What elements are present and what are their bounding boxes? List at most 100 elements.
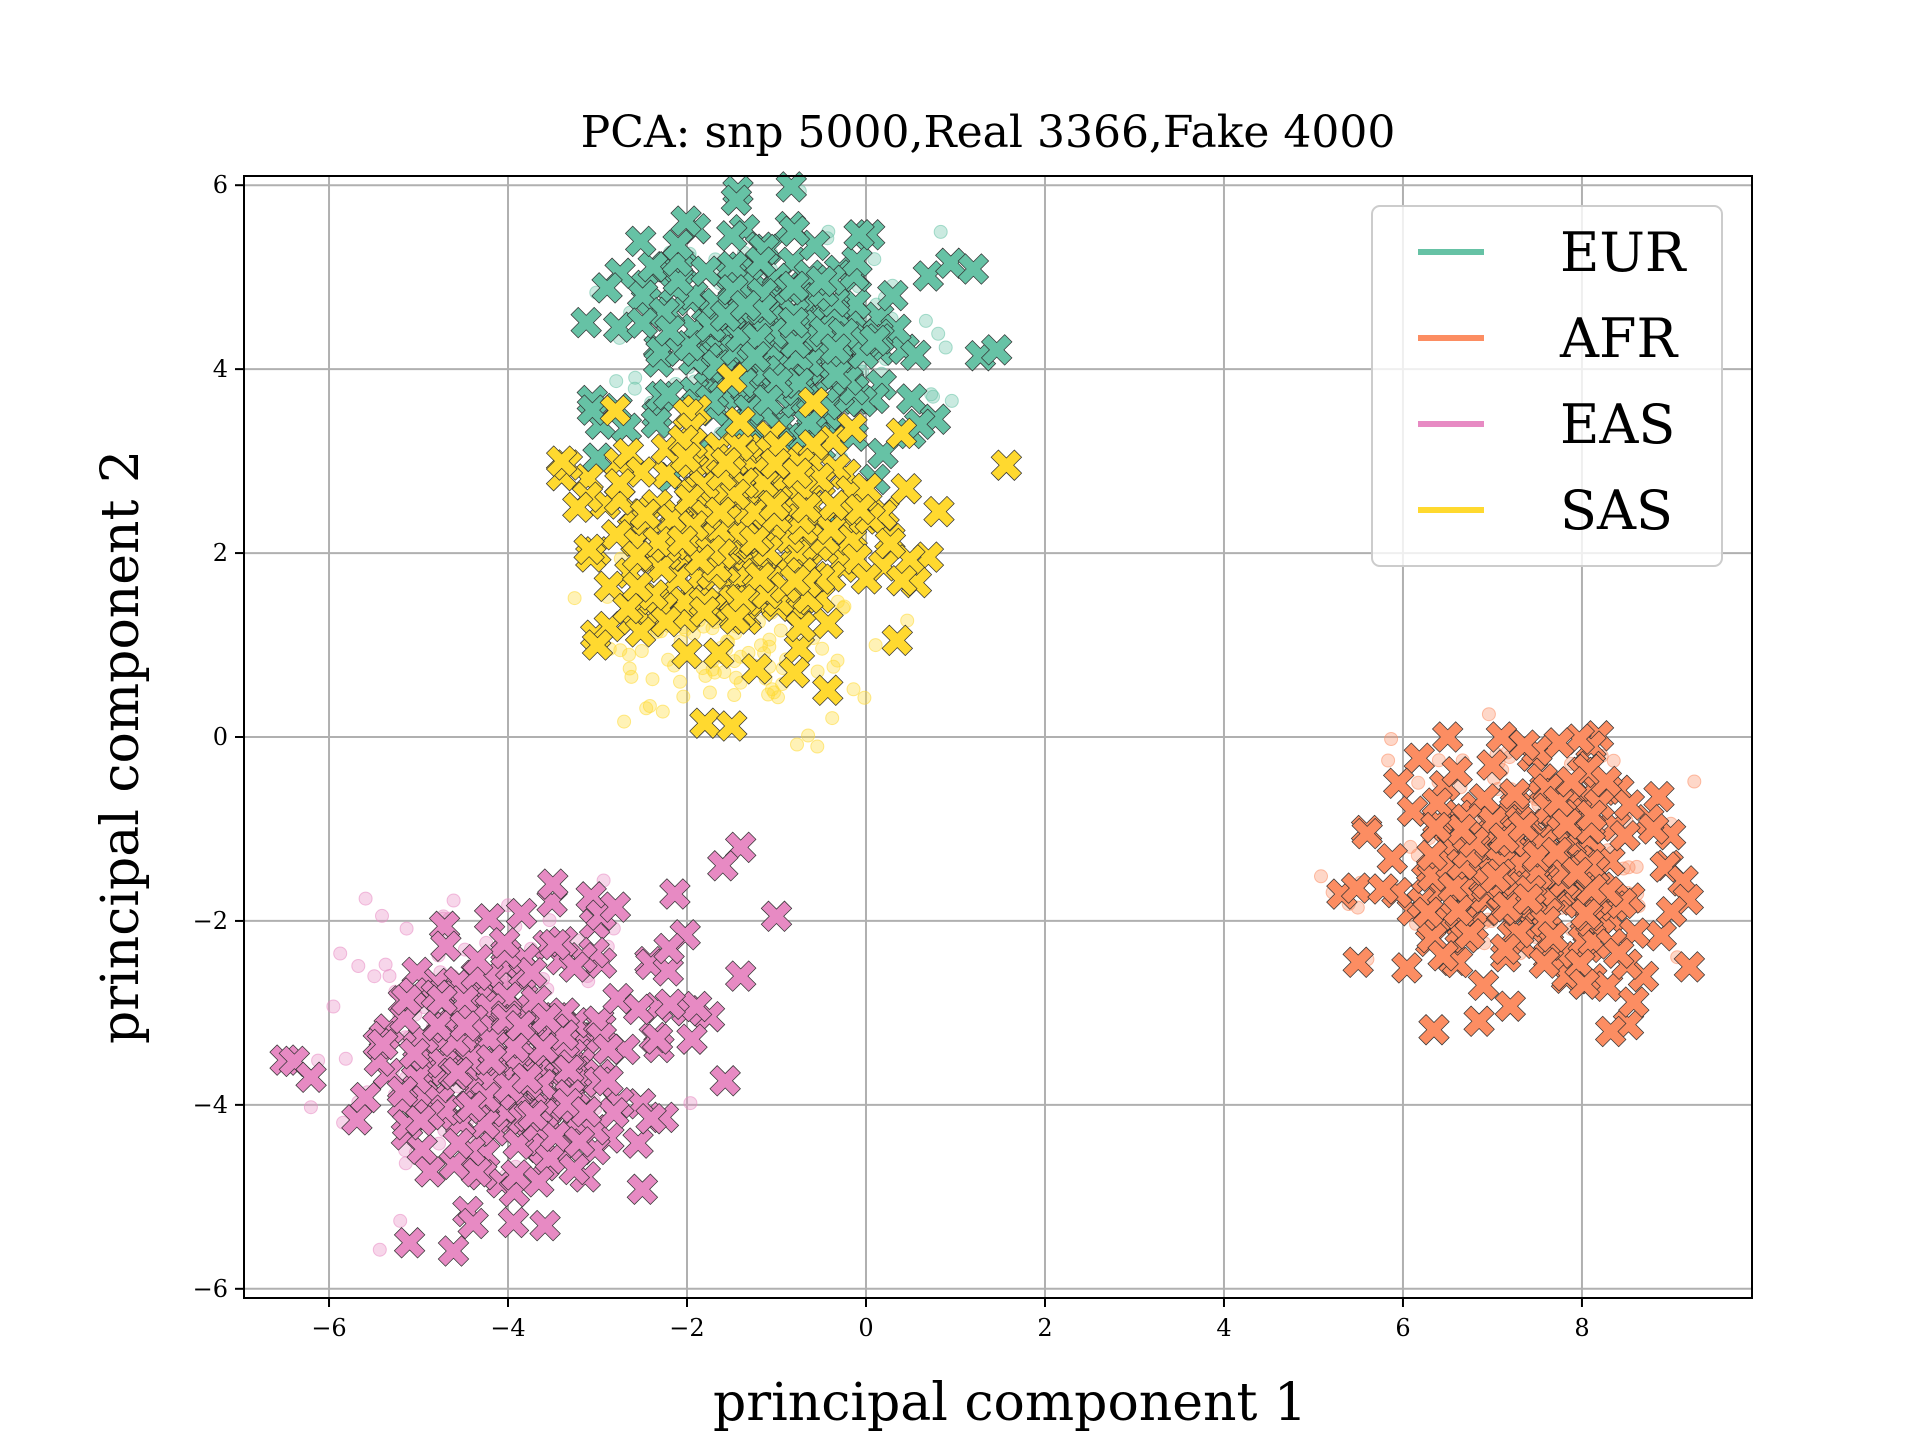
point-fake-afr xyxy=(1427,940,1459,972)
x-tick-label: 8 xyxy=(1574,1314,1589,1342)
point-fake-afr xyxy=(1442,894,1475,927)
point-fake-eas xyxy=(430,930,462,962)
point-fake-sas xyxy=(758,489,790,522)
point-real-afr xyxy=(1606,753,1621,768)
point-fake-sas xyxy=(689,707,721,739)
point-fake-eas xyxy=(626,1173,659,1206)
point-fake-eur xyxy=(900,339,932,372)
point-real-eas xyxy=(393,1213,408,1228)
point-real-eas xyxy=(333,946,348,961)
point-fake-afr xyxy=(1351,817,1383,850)
point-real-eur xyxy=(924,387,939,402)
point-fake-sas xyxy=(844,493,876,526)
point-real-sas xyxy=(773,623,788,638)
point-fake-sas xyxy=(710,447,742,479)
point-fake-afr xyxy=(1613,789,1646,821)
point-real-eas xyxy=(375,908,389,923)
point-fake-eur xyxy=(805,265,838,298)
point-fake-sas xyxy=(688,596,721,628)
point-real-afr xyxy=(1481,707,1496,722)
point-fake-eas xyxy=(599,891,632,923)
point-fake-eas xyxy=(537,868,569,900)
point-fake-eur xyxy=(762,366,794,399)
point-fake-eas xyxy=(527,1032,560,1065)
point-fake-eur xyxy=(935,247,967,280)
point-fake-eur xyxy=(752,384,784,417)
point-fake-sas xyxy=(725,583,757,616)
point-real-eas xyxy=(372,1242,387,1257)
point-fake-eas xyxy=(539,1120,572,1153)
point-real-sas xyxy=(837,599,852,614)
point-fake-afr xyxy=(1420,811,1452,844)
point-fake-sas xyxy=(885,417,918,450)
point-fake-eas xyxy=(592,1064,624,1097)
point-fake-eas xyxy=(421,1009,454,1042)
point-fake-sas xyxy=(812,674,844,707)
point-fake-afr xyxy=(1454,918,1486,950)
point-real-afr xyxy=(1411,775,1426,790)
point-fake-afr xyxy=(1479,861,1512,894)
point-fake-afr xyxy=(1445,813,1478,846)
y-axis-ticks: −6 −4 −2 0 2 4 6 xyxy=(193,171,244,1303)
point-fake-sas xyxy=(545,445,578,477)
point-fake-afr xyxy=(1382,767,1415,800)
point-fake-eas xyxy=(558,1153,591,1186)
point-fake-eas xyxy=(570,1096,603,1128)
point-fake-afr xyxy=(1494,990,1527,1022)
point-real-sas xyxy=(639,701,654,716)
point-fake-eas xyxy=(653,932,685,965)
point-fake-eas xyxy=(558,951,591,983)
point-fake-sas xyxy=(671,637,703,670)
point-fake-eas xyxy=(641,1023,674,1055)
point-fake-sas xyxy=(836,412,868,444)
point-fake-afr xyxy=(1609,819,1641,852)
point-real-eur xyxy=(926,389,940,404)
point-fake-afr xyxy=(1537,921,1569,953)
point-real-afr xyxy=(1687,774,1702,789)
point-fake-sas xyxy=(886,564,918,597)
point-fake-eas xyxy=(760,900,793,933)
point-fake-eas xyxy=(659,878,691,910)
point-fake-sas xyxy=(817,489,850,522)
point-fake-sas xyxy=(850,563,883,595)
point-fake-sas xyxy=(703,637,735,670)
x-tick-label: 4 xyxy=(1216,1314,1231,1342)
point-fake-eur xyxy=(980,334,1013,366)
point-fake-eas xyxy=(680,990,713,1023)
x-axis-label: principal component 1 xyxy=(713,1373,1307,1433)
y-tick-label: 6 xyxy=(213,171,228,199)
y-tick-label: 2 xyxy=(213,539,228,567)
point-fake-eur xyxy=(720,184,753,216)
point-real-sas xyxy=(868,638,883,653)
point-fake-afr xyxy=(1499,778,1531,810)
point-fake-sas xyxy=(738,525,771,557)
point-fake-afr xyxy=(1342,946,1374,979)
point-fake-sas xyxy=(797,386,830,419)
point-fake-afr xyxy=(1673,951,1706,983)
point-real-eas xyxy=(367,969,382,984)
legend-label-eas: EAS xyxy=(1560,393,1675,456)
point-fake-afr xyxy=(1489,933,1522,965)
point-fake-eas xyxy=(295,1061,327,1094)
point-fake-eur xyxy=(820,333,852,365)
point-real-sas xyxy=(622,661,637,676)
point-fake-sas xyxy=(716,710,748,742)
point-real-eur xyxy=(609,374,624,389)
point-fake-sas xyxy=(724,406,756,438)
point-fake-eur xyxy=(777,306,810,339)
point-fake-afr xyxy=(1618,986,1650,1018)
point-fake-sas xyxy=(812,607,844,640)
point-fake-eas xyxy=(414,1156,446,1188)
point-fake-eas xyxy=(405,1105,437,1137)
point-real-sas xyxy=(810,739,825,754)
point-fake-sas xyxy=(650,605,682,638)
point-real-sas xyxy=(801,728,816,743)
point-real-eur xyxy=(938,340,953,355)
point-real-sas xyxy=(727,688,742,702)
x-axis-ticks: −6 −4 −2 0 2 4 6 8 xyxy=(311,1298,1590,1342)
point-fake-sas xyxy=(778,656,811,689)
point-fake-eas xyxy=(437,1235,470,1267)
point-fake-afr xyxy=(1412,896,1444,929)
x-tick-label: −2 xyxy=(669,1314,704,1342)
point-fake-sas xyxy=(599,394,632,427)
